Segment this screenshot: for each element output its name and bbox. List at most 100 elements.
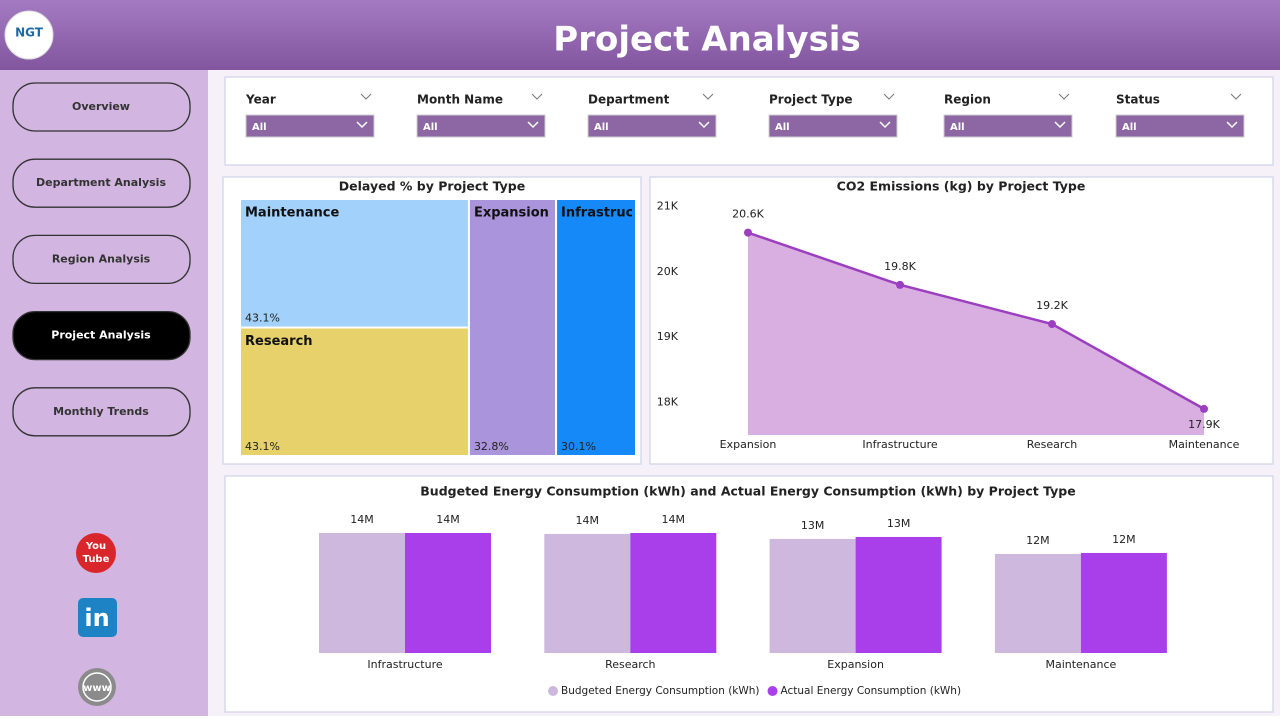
page-title: Project Analysis: [553, 20, 860, 60]
nav-button[interactable]: [12, 310, 191, 361]
legend-label: Budgeted Energy Consumption (kWh): [561, 685, 760, 697]
nav-label: Project Analysis: [51, 329, 151, 342]
data-point: [744, 228, 752, 237]
legend-label: Actual Energy Consumption (kWh): [781, 685, 962, 697]
data-label: 13M: [801, 519, 825, 532]
data-label: 12M: [1026, 534, 1050, 547]
nav-button[interactable]: [12, 82, 191, 132]
data-point: [896, 280, 904, 289]
bar: [405, 533, 491, 653]
linkedin-text: in: [84, 604, 109, 632]
filter-value: All: [423, 122, 438, 133]
chevron: [698, 121, 710, 129]
filter-label: Project Type: [769, 93, 853, 107]
chevron: [1226, 121, 1238, 129]
tile-value: 43.1%: [245, 440, 280, 453]
treemap-tile: [239, 198, 470, 329]
legend-swatch: [548, 686, 558, 696]
x-tick-label: Infrastructure: [862, 438, 938, 451]
nav-label: Department Analysis: [36, 176, 166, 189]
data-label: 14M: [576, 514, 600, 527]
logo: [4, 10, 54, 60]
youtube-text: Tube: [83, 554, 110, 565]
linkedin-icon[interactable]: in: [78, 598, 117, 637]
data-label: 14M: [436, 513, 460, 526]
data-label: 19.2K: [1036, 299, 1068, 312]
tile-value: 32.8%: [474, 440, 509, 453]
chevron: [531, 93, 543, 100]
filter-dropdown[interactable]: [587, 114, 717, 138]
chart-title: Delayed % by Project Type: [339, 179, 525, 194]
bar: [630, 533, 717, 653]
filter-dropdown[interactable]: [416, 114, 546, 138]
tile-label: Infrastructure: [561, 206, 664, 221]
tile-label: Expansion: [474, 206, 549, 221]
x-tick-label: Expansion: [720, 438, 777, 451]
logo-text: NGT: [15, 26, 44, 40]
y-tick-label: 19K: [657, 330, 679, 343]
y-tick-label: 20K: [657, 265, 679, 278]
filter-dropdown[interactable]: [245, 114, 375, 138]
chevron: [356, 121, 368, 129]
youtube-text: You: [85, 541, 106, 552]
filter-value: All: [775, 122, 790, 133]
filter-label: Department: [588, 93, 670, 107]
chevron: [360, 93, 372, 100]
filter-value: All: [594, 122, 609, 133]
youtube-icon[interactable]: You Tube: [76, 533, 116, 573]
bar: [1080, 552, 1167, 653]
filter-label: Month Name: [417, 93, 503, 107]
x-tick-label: Infrastructure: [367, 658, 443, 671]
chevron: [879, 121, 891, 129]
treemap-tile: [555, 198, 637, 457]
nav-button[interactable]: [12, 387, 191, 437]
header: [0, 0, 1280, 70]
bar: [544, 533, 631, 653]
filter-panel: [224, 76, 1274, 166]
chart-title: CO2 Emissions (kg) by Project Type: [837, 179, 1086, 194]
area-line: [747, 231, 1205, 410]
nav-button[interactable]: [12, 234, 191, 285]
x-tick-label: Research: [1027, 438, 1077, 451]
filter-dropdown[interactable]: [1115, 114, 1245, 138]
bar: [769, 538, 856, 653]
filter-value: All: [1122, 122, 1137, 133]
nav-label: Region Analysis: [52, 252, 151, 265]
filter-value: All: [950, 122, 965, 133]
filter-label: Status: [1116, 93, 1160, 107]
tile-label: Maintenance: [245, 206, 339, 221]
chevron: [702, 93, 714, 100]
bar: [855, 536, 942, 653]
treemap-tile: [239, 326, 470, 457]
filter-dropdown[interactable]: [768, 114, 898, 138]
nav-button[interactable]: [12, 158, 191, 208]
filter-dropdown[interactable]: [943, 114, 1073, 138]
data-label: 17.9K: [1188, 418, 1220, 431]
bar: [319, 533, 405, 653]
chart-title: Budgeted Energy Consumption (kWh) and Ac…: [420, 484, 1075, 499]
data-label: 14M: [350, 513, 374, 526]
x-tick-label: Expansion: [827, 658, 884, 671]
area-fill: [748, 232, 1204, 435]
web-icon[interactable]: www: [78, 668, 116, 706]
chevron: [883, 93, 895, 100]
y-tick-label: 21K: [657, 200, 679, 213]
data-label: 19.8K: [884, 260, 916, 273]
treemap-tile: [467, 198, 558, 457]
data-label: 14M: [662, 513, 686, 526]
x-tick-label: Maintenance: [1045, 658, 1116, 671]
tile-value: 43.1%: [245, 312, 280, 325]
chevron: [1058, 93, 1070, 100]
filter-value: All: [252, 122, 267, 133]
x-tick-label: Research: [605, 658, 655, 671]
tile-value: 30.1%: [561, 440, 596, 453]
nav-label: Monthly Trends: [53, 405, 149, 418]
legend-swatch: [767, 686, 778, 696]
chevron: [1230, 93, 1242, 100]
chevron: [1054, 121, 1066, 129]
data-label: 13M: [887, 517, 911, 530]
nav-label: Overview: [72, 100, 130, 113]
bar: [994, 553, 1081, 653]
y-tick-label: 18K: [657, 395, 679, 408]
